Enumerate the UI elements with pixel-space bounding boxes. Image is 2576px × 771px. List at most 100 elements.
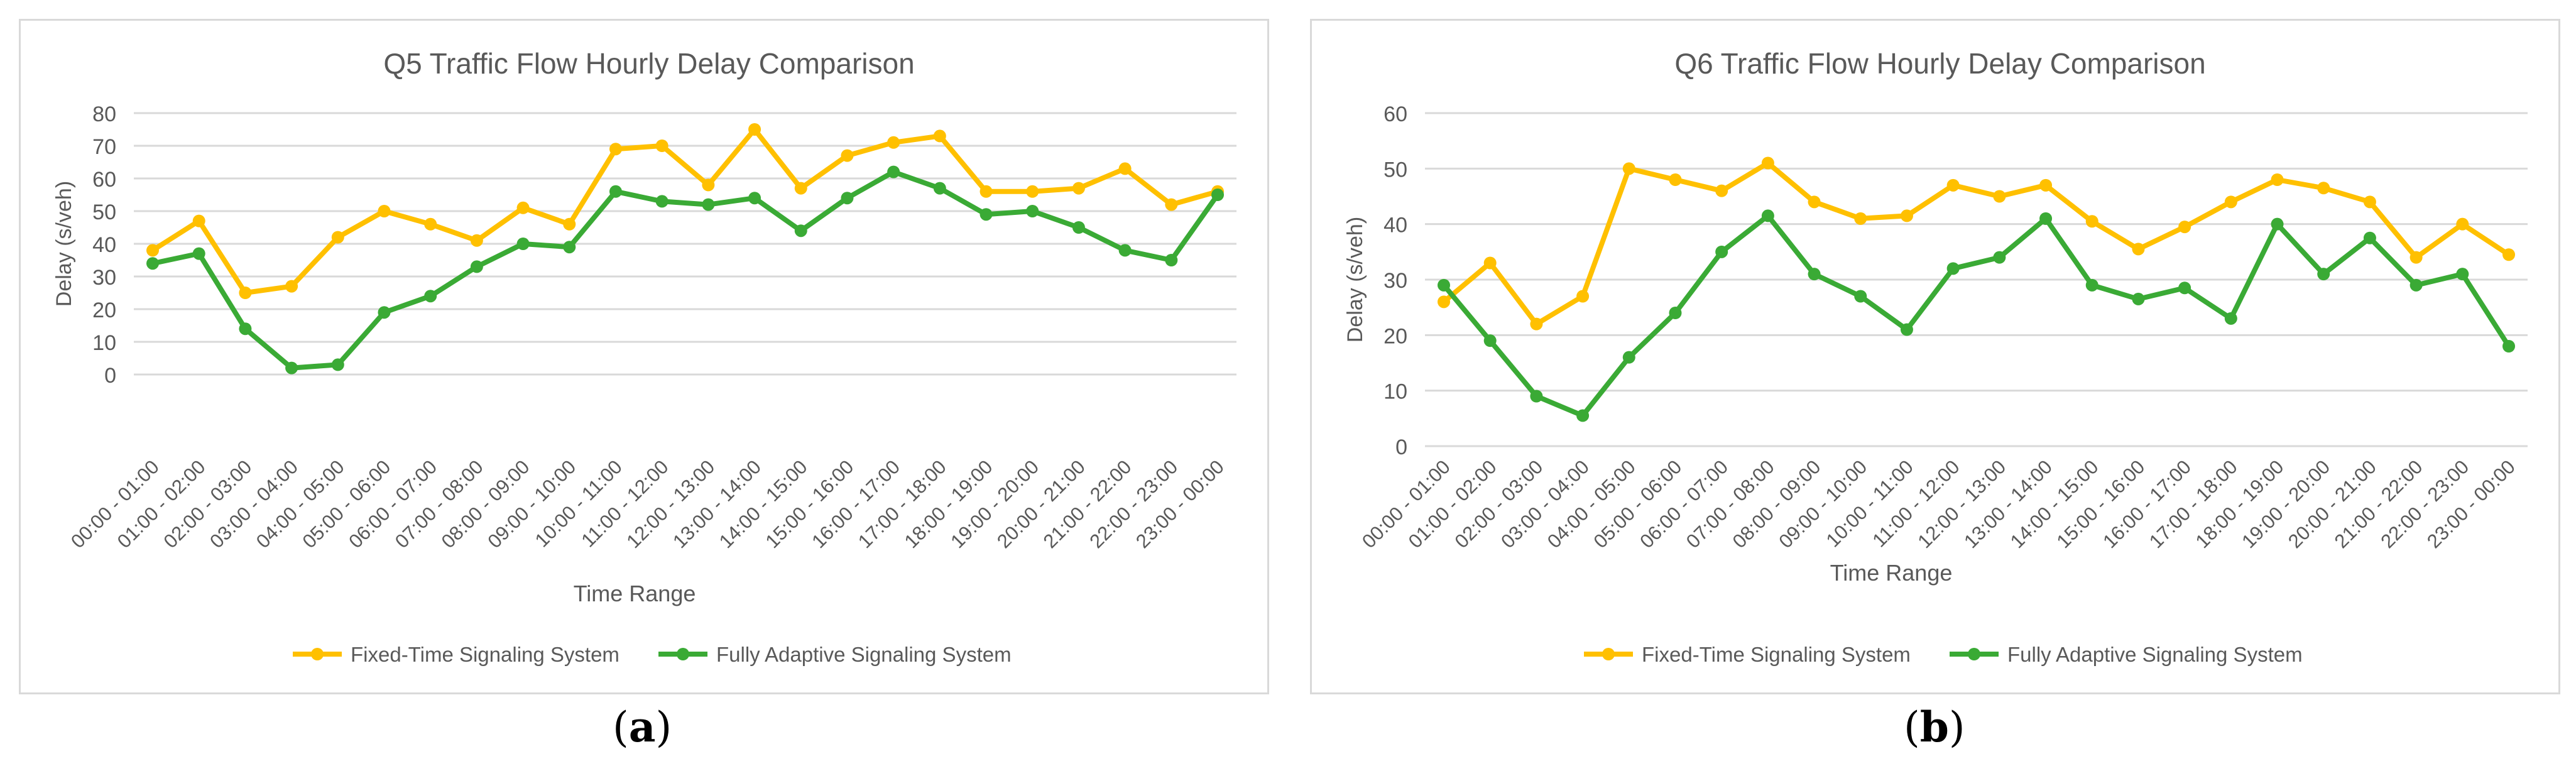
chart-a-data-point <box>285 280 298 293</box>
chart-panel-a: Q5 Traffic Flow Hourly Delay Comparison 0… <box>19 19 1269 694</box>
chart-b-data-point <box>2271 173 2284 186</box>
chart-b-data-point <box>1438 278 1450 292</box>
chart-a-data-point <box>655 195 669 208</box>
chart-a-data-point <box>563 217 576 231</box>
chart-a-y-tick-label: 30 <box>92 266 116 290</box>
chart-b-series-line-fixed-time <box>1441 160 2511 327</box>
chart-b-data-point <box>2085 278 2098 292</box>
chart-b-data-point <box>2224 195 2237 209</box>
chart-a-y-tick-label: 70 <box>92 135 116 159</box>
chart-b-data-point <box>2502 248 2515 261</box>
chart-b-data-point <box>2317 268 2330 281</box>
chart-a-legend-marker-fixed-time <box>311 648 324 660</box>
chart-panel-b: Q6 Traffic Flow Hourly Delay Comparison 0… <box>1310 19 2560 694</box>
chart-a-data-point <box>192 214 205 227</box>
chart-a-data-point <box>516 238 530 250</box>
chart-a-series-line-fixed-time <box>150 127 1220 295</box>
chart-b-data-point <box>1669 307 1682 319</box>
chart-a-data-point <box>980 208 993 221</box>
chart-b-data-point <box>1530 390 1543 403</box>
chart-a-data-point <box>563 241 576 254</box>
chart-a-y-tick-label: 20 <box>92 298 116 322</box>
chart-a-series-line-adaptive <box>150 169 1220 371</box>
chart-a-data-point <box>1165 254 1178 266</box>
chart-b-y-axis-label: Delay (s/veh) <box>1343 217 1367 342</box>
chart-a-data-point <box>655 139 669 152</box>
chart-a-data-point <box>748 192 761 205</box>
chart-b-data-point <box>2363 231 2376 244</box>
caption-b: (b) <box>1904 703 1965 752</box>
chart-a-svg: Q5 Traffic Flow Hourly Delay Comparison 0… <box>52 47 1236 666</box>
chart-a-data-point <box>239 287 252 299</box>
chart-a-y-tick-label: 0 <box>104 364 116 388</box>
chart-b-data-point <box>1761 209 1774 222</box>
chart-b-svg: Q6 Traffic Flow Hourly Delay Comparison 0… <box>1343 47 2528 666</box>
chart-a-data-point <box>146 244 159 257</box>
chart-b-data-point <box>2178 282 2191 295</box>
chart-b-y-tick-label: 0 <box>1395 435 1407 459</box>
chart-b-data-point <box>1946 262 1960 275</box>
chart-b-data-point <box>2132 243 2145 256</box>
chart-b-x-axis-label: Time Range <box>1830 560 1953 586</box>
chart-a-data-point <box>887 165 900 178</box>
chart-a-data-point <box>933 182 946 195</box>
chart-a-data-point <box>331 358 344 371</box>
chart-b-data-point <box>2132 292 2145 305</box>
chart-b-data-point <box>1622 162 1635 175</box>
chart-b-title: Q6 Traffic Flow Hourly Delay Comparison <box>1674 47 2205 80</box>
chart-a-y-tick-label: 50 <box>92 200 116 224</box>
chart-b-data-point <box>2224 312 2237 325</box>
chart-a-data-point <box>841 192 854 205</box>
chart-a-legend-label-fixed-time: Fixed-Time Signaling System <box>351 643 619 666</box>
chart-a-y-tick-label: 60 <box>92 168 116 192</box>
chart-a-data-point <box>887 136 900 149</box>
chart-b-data-point <box>2178 221 2191 234</box>
chart-a-legend-marker-adaptive <box>677 648 689 660</box>
chart-a-data-point <box>192 247 205 260</box>
chart-a-data-point <box>470 234 483 247</box>
chart-b-y-tick-label: 30 <box>1384 269 1407 293</box>
chart-a-data-point <box>378 205 391 217</box>
chart-b-data-point <box>1438 295 1450 309</box>
chart-a-data-point <box>794 224 807 238</box>
chart-a-data-point <box>748 123 761 136</box>
chart-b-data-point <box>1483 256 1497 270</box>
chart-b-data-point <box>1946 178 1960 192</box>
chart-a-data-point <box>1118 244 1132 257</box>
chart-a-data-point <box>980 185 993 198</box>
chart-b-data-point <box>1576 290 1590 303</box>
chart-a-data-point <box>1072 221 1085 234</box>
chart-a-data-point <box>1072 182 1085 195</box>
caption-a: (a) <box>613 703 672 752</box>
chart-a-data-point <box>1211 189 1224 201</box>
chart-b-data-point <box>1900 323 1913 336</box>
chart-a-data-point <box>1165 198 1178 211</box>
chart-a-data-point <box>331 231 344 244</box>
chart-a-data-point <box>424 290 437 303</box>
chart-b-data-point <box>1808 195 1821 209</box>
chart-b-data-point <box>2039 178 2053 192</box>
chart-b-legend-marker-adaptive <box>1968 648 1980 660</box>
chart-b-legend-label-adaptive: Fully Adaptive Signaling System <box>2007 643 2303 666</box>
chart-a-data-point <box>1026 185 1039 198</box>
chart-b-data-point <box>1483 334 1497 347</box>
chart-b-data-point <box>1854 212 1867 225</box>
chart-a-data-point <box>609 143 622 156</box>
chart-a-y-tick-label: 10 <box>92 331 116 355</box>
chart-b-y-tick-label: 60 <box>1384 102 1407 126</box>
chart-b-data-point <box>2456 268 2469 281</box>
chart-b-y-tick-label: 40 <box>1384 214 1407 238</box>
chart-a-y-axis-label: Delay (s/veh) <box>52 181 76 307</box>
chart-b-data-point <box>1576 409 1590 422</box>
chart-b-data-point <box>1715 245 1728 258</box>
chart-b-data-point <box>1993 190 2006 203</box>
chart-b-legend-marker-fixed-time <box>1602 648 1615 660</box>
chart-a-data-point <box>378 306 391 319</box>
chart-b-data-point <box>1808 268 1821 281</box>
chart-a-data-point <box>1026 205 1039 217</box>
chart-b-data-point <box>1900 209 1913 222</box>
chart-a-x-axis-label: Time Range <box>574 581 696 606</box>
chart-b-data-point <box>2456 217 2469 231</box>
chart-a-data-point <box>516 201 530 214</box>
chart-a-y-tick-label: 40 <box>92 233 116 257</box>
